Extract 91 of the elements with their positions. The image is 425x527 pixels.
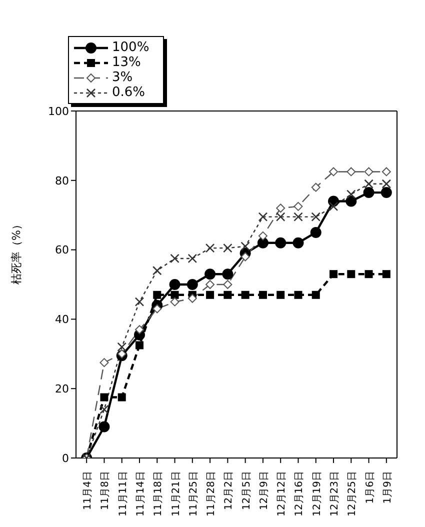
point [310, 226, 322, 238]
point [258, 212, 268, 222]
point [222, 268, 234, 280]
point [117, 349, 126, 358]
point [382, 167, 391, 176]
point [135, 341, 144, 350]
point [240, 242, 250, 251]
point [346, 196, 357, 207]
y-tick-label: 100 [48, 104, 69, 118]
point [204, 268, 216, 280]
point [170, 297, 180, 306]
point [240, 252, 250, 262]
point [258, 290, 267, 299]
x-tick-label: 12月9日 [258, 471, 270, 510]
point [294, 202, 303, 211]
legend-label: 13% [112, 55, 141, 70]
legend-label: 3% [112, 70, 133, 85]
y-tick-label: 0 [62, 452, 69, 465]
x-tick-label: 11月28日 [206, 471, 218, 516]
point [170, 254, 180, 264]
point [223, 243, 232, 253]
x-tick-label: 12月12日 [276, 471, 288, 516]
point [276, 212, 286, 222]
x-tick-label: 12月5日 [241, 471, 252, 510]
point [100, 393, 108, 402]
point [312, 290, 320, 299]
point [258, 231, 268, 240]
x-tick-label: 11月4日 [82, 471, 94, 510]
x-tick-label: 11月18日 [153, 471, 164, 516]
point [347, 270, 356, 278]
point [382, 270, 390, 278]
point [364, 270, 373, 278]
point [134, 325, 144, 334]
point [206, 280, 215, 289]
point [134, 297, 144, 306]
y-tick-label: 20 [55, 382, 69, 396]
point [152, 304, 162, 314]
x-tick-label: 12月23日 [330, 471, 341, 516]
point [170, 290, 179, 299]
point [276, 290, 285, 299]
point [292, 237, 304, 248]
x-tick-label: 12月25日 [347, 471, 358, 516]
y-axis-title: 枯死率（%） [10, 219, 23, 284]
legend-label: 0.6% [112, 85, 146, 100]
x-tick-label: 11月11日 [118, 471, 129, 516]
point [223, 280, 232, 289]
point [153, 290, 162, 299]
point [330, 270, 338, 278]
point [188, 254, 198, 264]
point [382, 179, 392, 189]
point [294, 290, 302, 299]
y-tick-label: 60 [55, 244, 69, 257]
point [98, 421, 110, 432]
point [364, 179, 374, 189]
x-tick-label: 11月25日 [188, 471, 200, 516]
x-tick-label: 11月21日 [170, 471, 182, 516]
point [257, 237, 268, 248]
point [100, 358, 109, 368]
point [117, 342, 127, 352]
x-tick-label: 12月16日 [294, 471, 306, 516]
x-tick-label: 12月2日 [224, 471, 235, 510]
point [364, 167, 374, 176]
point [329, 167, 338, 176]
point [186, 279, 198, 290]
point [169, 279, 180, 290]
point [205, 243, 215, 253]
point [294, 212, 303, 222]
point [275, 237, 286, 248]
point [206, 290, 214, 299]
point [328, 202, 338, 212]
y-tick-label: 80 [55, 174, 69, 188]
point [380, 187, 392, 198]
point [224, 290, 232, 299]
point [346, 167, 356, 176]
x-tick-label: 11月8日 [100, 471, 112, 510]
point [241, 290, 250, 299]
x-tick-label: 1月9日 [382, 471, 394, 504]
point [346, 190, 356, 199]
point [118, 393, 126, 402]
point [363, 187, 374, 198]
y-tick-label: 40 [55, 313, 69, 326]
point [276, 204, 286, 213]
x-tick-label: 11月14日 [135, 471, 146, 516]
point [100, 404, 109, 414]
x-tick-label: 12月19日 [312, 471, 323, 516]
point [311, 182, 320, 192]
x-tick-label: 1月6日 [364, 471, 376, 504]
point [188, 294, 197, 303]
point [152, 266, 162, 276]
point [311, 212, 321, 222]
legend-label: 100% [112, 40, 150, 55]
